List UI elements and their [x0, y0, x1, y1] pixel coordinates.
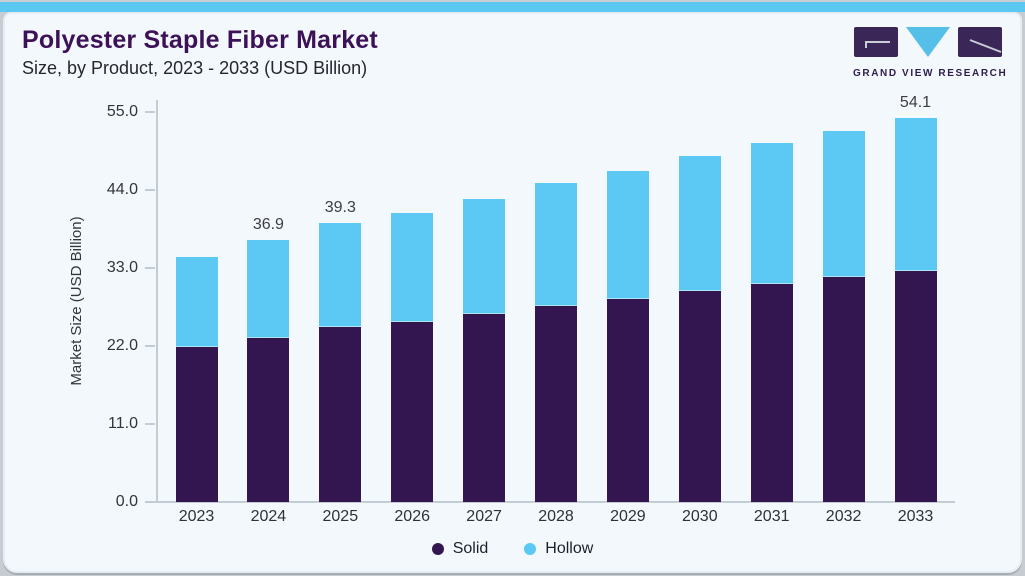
bar-2024: [247, 240, 290, 502]
bar-segment-hollow-2025: [319, 223, 362, 327]
y-tick-44.0: 44.0: [7, 181, 157, 199]
bar-segment-solid-2029: [606, 299, 649, 502]
bar-segment-solid-2025: [319, 327, 362, 502]
bar-2029: [606, 171, 649, 502]
y-tick-55.0: 55.0: [7, 103, 157, 121]
legend-item-solid: Solid: [431, 540, 489, 558]
bar-segment-hollow-2030: [678, 156, 721, 291]
y-tick-mark: [145, 266, 155, 269]
bar-segment-hollow-2023: [175, 257, 218, 347]
chart-header: Polyester Staple Fiber Market Size, by P…: [22, 26, 378, 79]
x-tick-label-2030: 2030: [682, 508, 718, 525]
y-tick-mark: [145, 422, 155, 425]
bar-2031: [750, 143, 793, 502]
y-tick-label: 0.0: [115, 493, 138, 510]
legend-label-hollow: Hollow: [545, 540, 594, 557]
bar-segment-hollow-2024: [247, 240, 290, 338]
grand-view-research-logo: GRAND VIEW RESEARCH: [853, 26, 1008, 79]
bar-2026: [391, 213, 434, 502]
x-tick-label-2024: 2024: [250, 508, 287, 525]
bar-segment-hollow-2029: [606, 171, 649, 299]
x-tick-label-2032: 2032: [825, 508, 862, 525]
y-tick-label: 11.0: [108, 414, 138, 432]
legend-dot-solid: [431, 543, 444, 555]
brand-accent-stripe: [0, 2, 1025, 12]
bar-2033: [894, 118, 937, 502]
x-tick-label-2025: 2025: [322, 508, 359, 525]
bar-segment-hollow-2026: [391, 213, 434, 322]
y-axis-line: [156, 100, 158, 503]
x-tick-label-2028: 2028: [538, 508, 574, 525]
y-tick-22.0: 22.0: [7, 337, 157, 355]
logo-wordmark: GRAND VIEW RESEARCH: [853, 68, 1008, 79]
gvr-logo-icon: [854, 27, 1002, 57]
y-axis-title: Market Size (USD Billion): [68, 216, 85, 386]
bar-2032: [822, 131, 865, 502]
bar-segment-solid-2032: [822, 277, 865, 502]
bar-segment-solid-2024: [247, 338, 290, 502]
legend-item-hollow: Hollow: [524, 540, 593, 558]
bar-segment-solid-2030: [678, 291, 721, 502]
bar-total-label-2025: 39.3: [324, 199, 356, 216]
x-tick-label-2033: 2033: [897, 508, 934, 525]
x-tick-label-2031: 2031: [753, 508, 790, 525]
y-tick-label: 22.0: [106, 336, 138, 354]
bar-2027: [463, 199, 506, 502]
bar-2023: [175, 257, 218, 502]
bar-total-label-2033: 54.1: [899, 94, 932, 111]
x-tick-label-2026: 2026: [394, 508, 430, 525]
y-tick-mark: [145, 501, 155, 503]
y-tick-mark: [145, 344, 155, 347]
x-axis-line: [155, 501, 955, 503]
bar-segment-solid-2027: [463, 314, 506, 502]
page-title: Polyester Staple Fiber Market: [22, 26, 378, 54]
y-tick-mark: [145, 110, 155, 113]
bar-segment-solid-2028: [535, 306, 577, 502]
bar-segment-hollow-2028: [535, 183, 577, 306]
x-tick-label-2029: 2029: [610, 508, 646, 525]
bar-segment-hollow-2027: [463, 199, 506, 314]
y-tick-0.0: 0.0: [7, 493, 157, 511]
bar-segment-hollow-2033: [894, 118, 937, 271]
x-tick-label-2027: 2027: [466, 508, 502, 525]
bar-segment-solid-2026: [391, 322, 434, 502]
legend-dot-hollow: [524, 543, 537, 555]
y-tick-11.0: 11.0: [7, 415, 157, 433]
bar-2025: [319, 223, 362, 502]
chart-legend: Solid Hollow: [0, 537, 1025, 561]
bar-2028: [535, 183, 577, 502]
y-tick-label: 33.0: [106, 258, 138, 276]
page-subtitle: Size, by Product, 2023 - 2033 (USD Billi…: [22, 57, 368, 78]
legend-label-solid: Solid: [452, 540, 489, 557]
bar-segment-solid-2023: [175, 347, 218, 502]
bar-segment-solid-2031: [750, 284, 793, 502]
bar-total-label-2024: 36.9: [252, 216, 284, 233]
bar-segment-hollow-2032: [822, 131, 865, 277]
bar-segment-solid-2033: [894, 271, 937, 502]
window-edge: [0, 0, 1025, 2]
y-tick-label: 44.0: [106, 180, 138, 198]
y-tick-label: 55.0: [106, 102, 138, 120]
y-tick-mark: [145, 188, 155, 191]
bar-segment-hollow-2031: [750, 143, 793, 284]
y-tick-33.0: 33.0: [7, 259, 157, 277]
x-tick-label-2023: 2023: [178, 508, 215, 525]
bar-2030: [678, 156, 721, 502]
